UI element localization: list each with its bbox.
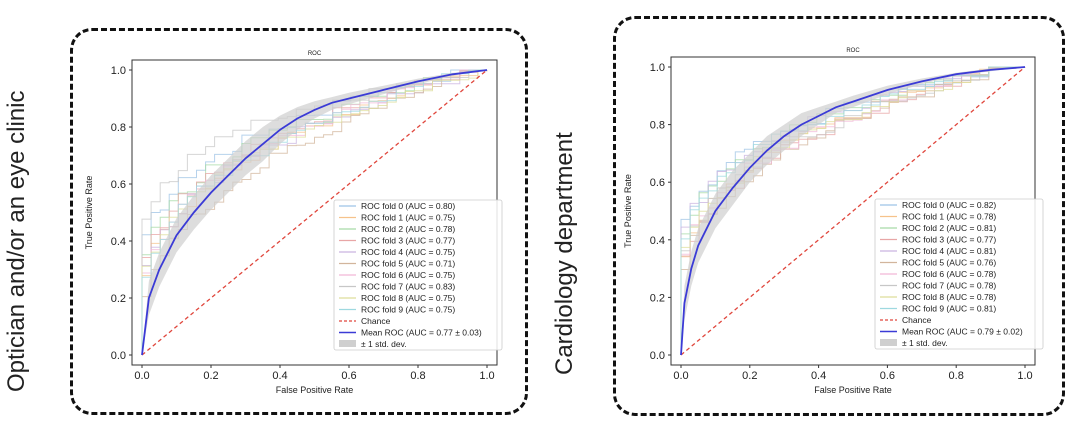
chart-title: ROC — [308, 51, 322, 57]
x-tick-label: 1.0 — [1017, 370, 1032, 382]
mean-roc-line — [680, 66, 1026, 356]
legend-box — [874, 198, 1044, 350]
legend-entry: Mean ROC (AUC = 0.79 ± 0.02) — [902, 327, 1023, 337]
y-tick-label: 1.0 — [650, 62, 665, 74]
legend-entry: ROC fold 1 (AUC = 0.78) — [902, 212, 996, 222]
y-tick-label: 0.8 — [111, 122, 126, 134]
y-tick-label: 0.6 — [111, 179, 126, 191]
legend-entry: ROC fold 4 (AUC = 0.75) — [361, 247, 455, 257]
legend-entry: ROC fold 9 (AUC = 0.81) — [902, 304, 996, 314]
chance-line — [680, 66, 1026, 356]
legend-entry: ROC fold 9 (AUC = 0.75) — [361, 305, 455, 315]
legend-entry: ROC fold 2 (AUC = 0.78) — [361, 224, 455, 234]
y-tick-label: 0.0 — [650, 350, 665, 362]
x-tick-label: 0.4 — [811, 370, 826, 382]
legend-swatch-std — [339, 340, 356, 347]
legend-entry: ROC fold 5 (AUC = 0.71) — [361, 259, 455, 269]
roc-fold-9-line — [680, 66, 1025, 355]
legend-entry: ROC fold 6 (AUC = 0.78) — [902, 269, 996, 279]
left-panel-frame — [70, 28, 528, 415]
x-tick-label: 0.6 — [880, 370, 895, 382]
legend-entry: ROC fold 8 (AUC = 0.78) — [902, 292, 996, 302]
std-dev-band — [681, 67, 1025, 355]
y-tick-label: 0.4 — [111, 236, 126, 248]
legend-entry: Chance — [361, 316, 391, 326]
x-tick-label: 0.0 — [134, 370, 149, 382]
legend-entry: ± 1 std. dev. — [361, 339, 407, 349]
legend-entry: Mean ROC (AUC = 0.77 ± 0.03) — [361, 328, 482, 338]
legend-entry: ROC fold 4 (AUC = 0.81) — [902, 246, 996, 256]
legend-entry: ROC fold 3 (AUC = 0.77) — [361, 236, 455, 246]
legend-entry: ROC fold 0 (AUC = 0.80) — [361, 201, 455, 211]
x-tick-label: 0.4 — [272, 370, 287, 382]
y-axis-label: True Positive Rate — [84, 176, 94, 250]
legend-entry: ROC fold 3 (AUC = 0.77) — [902, 235, 996, 245]
legend-entry: ROC fold 5 (AUC = 0.76) — [902, 258, 996, 268]
legend-entry: ROC fold 0 (AUC = 0.82) — [902, 200, 996, 210]
y-tick-label: 0.4 — [650, 235, 665, 247]
chance-line — [141, 69, 488, 356]
legend-entry: Chance — [902, 315, 932, 325]
right-panel-frame — [613, 16, 1065, 416]
legend-entry: ROC fold 7 (AUC = 0.78) — [902, 281, 996, 291]
y-tick-label: 0.8 — [650, 120, 665, 132]
x-tick-label: 0.0 — [673, 370, 688, 382]
legend-entry: ROC fold 1 (AUC = 0.75) — [361, 213, 455, 223]
legend-swatch-std — [880, 339, 897, 346]
x-axis-label: False Positive Rate — [814, 385, 892, 395]
y-tick-label: 0.0 — [111, 350, 126, 362]
legend-entry: ROC fold 6 (AUC = 0.75) — [361, 270, 455, 280]
legend-entry: ROC fold 2 (AUC = 0.81) — [902, 223, 996, 233]
chart-title: ROC — [846, 48, 860, 54]
x-tick-label: 0.8 — [949, 370, 964, 382]
y-tick-label: 0.2 — [650, 292, 665, 304]
x-tick-label: 1.0 — [479, 370, 494, 382]
y-axis-label: True Positive Rate — [623, 174, 633, 248]
mean-roc-line — [141, 69, 488, 356]
y-tick-label: 1.0 — [111, 65, 126, 77]
x-tick-label: 0.2 — [203, 370, 218, 382]
x-axis-label: False Positive Rate — [276, 385, 354, 395]
legend-entry: ROC fold 8 (AUC = 0.75) — [361, 293, 455, 303]
x-tick-label: 0.6 — [341, 370, 356, 382]
legend-entry: ± 1 std. dev. — [902, 338, 948, 348]
legend-box — [333, 199, 503, 351]
y-tick-label: 0.2 — [111, 293, 126, 305]
roc-fold-9-line — [141, 69, 487, 355]
y-tick-label: 0.6 — [650, 177, 665, 189]
legend-entry: ROC fold 7 (AUC = 0.83) — [361, 282, 455, 292]
x-tick-label: 0.8 — [410, 370, 425, 382]
x-tick-label: 0.2 — [742, 370, 757, 382]
